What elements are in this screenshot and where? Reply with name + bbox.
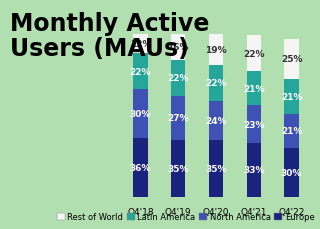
Text: 27%: 27% xyxy=(167,114,189,123)
Bar xyxy=(133,35,148,54)
Text: 22%: 22% xyxy=(167,74,189,83)
Text: 24%: 24% xyxy=(205,116,227,125)
Bar xyxy=(247,36,261,72)
Text: 30%: 30% xyxy=(281,168,302,177)
Text: 22%: 22% xyxy=(243,49,265,59)
Text: 23%: 23% xyxy=(243,120,265,129)
Bar xyxy=(133,90,148,139)
Text: 21%: 21% xyxy=(243,85,265,93)
Text: 33%: 33% xyxy=(243,166,265,175)
Bar xyxy=(247,106,261,143)
Text: 22%: 22% xyxy=(130,67,151,76)
Text: 12%: 12% xyxy=(130,40,151,49)
Bar xyxy=(133,139,148,197)
Bar xyxy=(284,148,299,197)
Text: 21%: 21% xyxy=(281,127,302,136)
Text: 22%: 22% xyxy=(205,79,227,88)
Bar xyxy=(209,140,223,197)
Text: 35%: 35% xyxy=(205,164,227,173)
Bar xyxy=(247,143,261,197)
Bar xyxy=(209,65,223,101)
Bar xyxy=(284,80,299,114)
Bar xyxy=(171,35,185,60)
Legend: Rest of World, Latin America, North America, Europe: Rest of World, Latin America, North Amer… xyxy=(53,209,318,225)
Text: 16%: 16% xyxy=(167,43,189,52)
Bar xyxy=(171,60,185,96)
Bar xyxy=(284,39,299,80)
Text: 30%: 30% xyxy=(130,110,151,119)
Text: 25%: 25% xyxy=(281,55,302,64)
Text: 21%: 21% xyxy=(281,93,302,101)
Bar xyxy=(171,96,185,140)
Text: 36%: 36% xyxy=(130,163,151,172)
Bar xyxy=(247,72,261,106)
Bar xyxy=(171,140,185,197)
Bar xyxy=(284,114,299,148)
Text: Monthly Active
Users (MAUs): Monthly Active Users (MAUs) xyxy=(10,11,209,61)
Bar xyxy=(209,35,223,65)
Text: 35%: 35% xyxy=(167,164,189,173)
Bar xyxy=(209,101,223,140)
Text: 19%: 19% xyxy=(205,46,227,55)
Bar xyxy=(133,54,148,90)
